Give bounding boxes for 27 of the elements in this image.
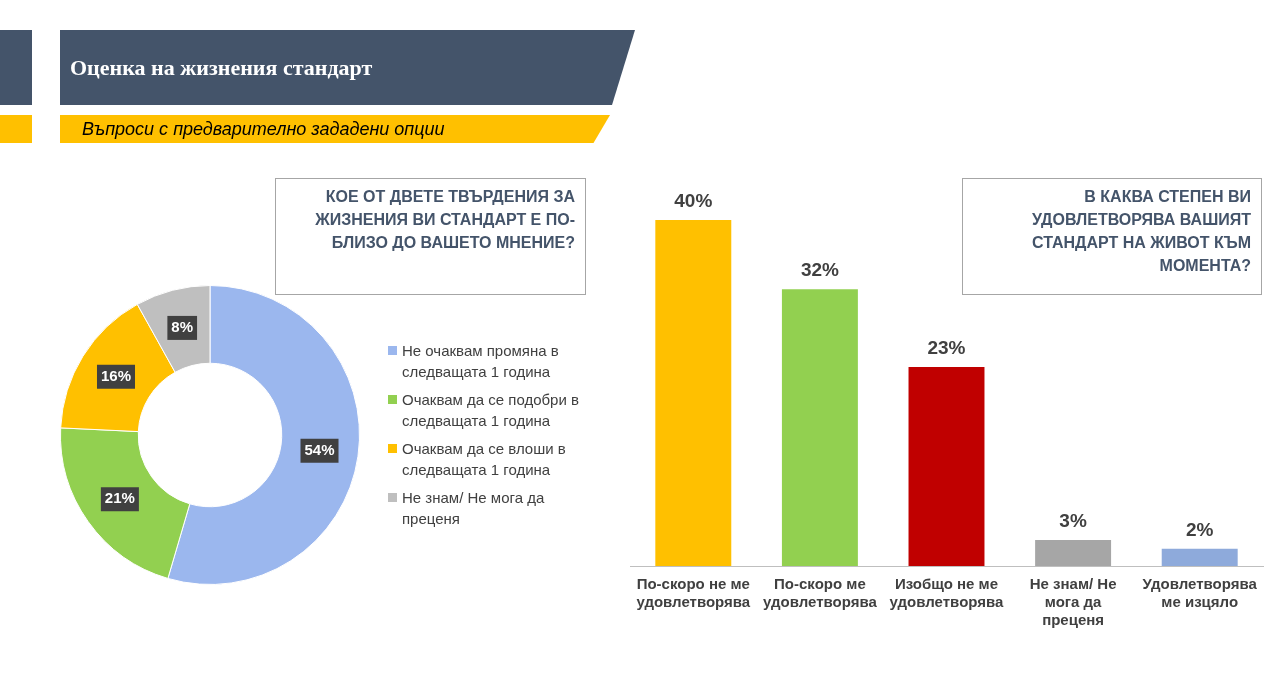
data-label: 54%: [304, 440, 335, 458]
legend-label: Очаквам да се подобри в следващата 1 година: [402, 390, 580, 431]
x-tick-label: По-скоро ме удовлетворява: [763, 575, 878, 611]
data-label: 16%: [100, 366, 132, 384]
data-label: 8%: [171, 318, 194, 336]
data-label: 21%: [104, 489, 135, 507]
legend-label: Не очаквам промяна в следващата 1 година: [402, 341, 560, 382]
x-tick-label: По-скоро не ме удовлетворява: [636, 575, 751, 611]
text: Въпроси с предварително зададени опции: [60, 115, 610, 143]
legend-label: Не знам/ Не мога да преценя: [402, 488, 546, 529]
data-label: 2%: [1185, 518, 1214, 540]
bar: [781, 289, 858, 566]
bar: [1035, 540, 1112, 566]
data-label: 32%: [800, 259, 840, 281]
legend-label: Очаквам да се влоши в следващата 1 година: [402, 439, 567, 480]
x-tick-label: Изобщо не ме удовлетворява: [889, 575, 1005, 611]
chart-title: В КАКВА СТЕПЕН ВИ УДОВЛЕТВОРЯВА ВАШИЯТ СТАНДАРТ НА ЖИВОТ КЪМ МОМЕНТА?: [962, 178, 1262, 295]
text: Оценка на жизнения стандарт: [60, 30, 635, 105]
bar: [1161, 548, 1238, 566]
x-tick-label: Не знам/ Не мога да преценя: [1029, 575, 1117, 629]
bar: [655, 220, 732, 566]
data-label: 23%: [927, 337, 966, 359]
bar: [908, 367, 985, 566]
chart-title: КОЕ ОТ ДВЕТЕ ТВЪРДЕНИЯ ЗА ЖИЗНЕНИЯ ВИ СТАНДАРТ Е ПО-БЛИЗО ДО ВАШЕТО МНЕНИЕ?: [275, 178, 586, 295]
data-label: 40%: [674, 190, 713, 212]
x-tick-label: Удовлетворява ме изцяло: [1142, 575, 1258, 611]
data-label: 3%: [1059, 510, 1087, 532]
